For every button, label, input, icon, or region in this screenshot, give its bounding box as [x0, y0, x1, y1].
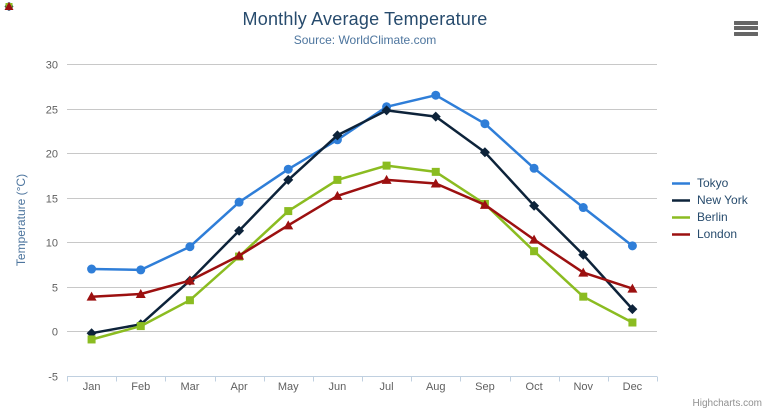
y-axis-label: 10: [46, 238, 58, 250]
legend-symbol-diamond-icon: [672, 199, 690, 202]
y-axis-label: 20: [46, 149, 58, 161]
data-point-new-york-apr: [234, 225, 245, 236]
data-point-tokyo-sep: [480, 119, 490, 129]
data-point-new-york-aug: [430, 111, 441, 122]
data-point-tokyo-may: [283, 164, 293, 174]
legend-item-london[interactable]: London: [672, 226, 748, 243]
data-point-tokyo-dec: [627, 241, 637, 251]
y-axis-label: 30: [46, 60, 58, 72]
x-axis-label: May: [278, 381, 299, 393]
legend-item-new-york[interactable]: New York: [672, 192, 748, 209]
data-point-berlin-dec: [628, 318, 637, 327]
data-point-london-mar: [184, 275, 195, 285]
data-point-london-dec: [627, 283, 638, 293]
data-point-berlin-nov: [579, 292, 588, 301]
y-axis-label: -5: [48, 372, 58, 384]
y-axis-label: 5: [52, 283, 58, 295]
data-point-new-york-oct: [529, 200, 540, 211]
legend-item-label: Tokyo: [697, 176, 729, 190]
data-point-london-jun: [332, 190, 343, 200]
legend-symbol-circle-icon: [672, 182, 690, 185]
series-line-london: [90, 178, 634, 298]
data-point-london-jul: [381, 174, 392, 184]
y-axis-label: 25: [46, 105, 58, 117]
legend-symbol-square-icon: [672, 216, 690, 219]
x-axis-label: Jun: [329, 381, 347, 393]
x-axis-label: Dec: [623, 381, 643, 393]
legend-item-berlin[interactable]: Berlin: [672, 209, 748, 226]
x-axis-label: Jan: [83, 381, 101, 393]
data-point-tokyo-feb: [136, 265, 146, 275]
data-point-new-york-dec: [627, 304, 638, 315]
data-point-berlin-jul: [382, 161, 391, 170]
x-axis-label: Mar: [180, 381, 199, 393]
x-axis-label: Oct: [526, 381, 543, 393]
data-point-berlin-may: [284, 207, 293, 216]
y-axis-label: 0: [52, 327, 58, 339]
data-point-berlin-oct: [530, 247, 539, 256]
data-point-berlin-feb: [136, 322, 145, 331]
series-line-tokyo: [90, 93, 634, 272]
data-point-london-oct: [529, 234, 540, 244]
legend-item-label: Berlin: [697, 210, 728, 224]
data-point-london-feb: [135, 288, 146, 298]
data-point-london-nov: [578, 267, 589, 277]
data-point-london-aug: [430, 178, 441, 188]
data-point-new-york-jul: [381, 105, 392, 116]
legend-item-label: New York: [697, 193, 748, 207]
data-point-berlin-aug: [431, 167, 440, 176]
legend-marker-london: [4, 2, 14, 10]
x-axis-label: Aug: [426, 381, 446, 393]
data-point-tokyo-aug: [431, 90, 441, 100]
data-point-tokyo-mar: [185, 242, 195, 252]
x-axis-label: Jul: [380, 381, 394, 393]
x-axis-label: Apr: [231, 381, 248, 393]
data-point-berlin-jan: [87, 335, 96, 344]
data-point-berlin-jun: [333, 175, 342, 184]
data-point-london-sep: [479, 199, 490, 209]
chart-title: Monthly Average Temperature: [242, 9, 488, 29]
x-axis-label: Sep: [475, 381, 495, 393]
legend-symbol-triangle-icon: [672, 233, 690, 236]
data-point-london-jan: [86, 291, 97, 301]
credits-link[interactable]: Highcharts.com: [692, 398, 762, 409]
data-point-tokyo-jan: [87, 264, 97, 274]
series-line-berlin: [90, 164, 634, 341]
data-point-tokyo-oct: [529, 163, 539, 173]
data-point-tokyo-apr: [234, 197, 244, 207]
legend: Tokyo New York Berlin London: [672, 175, 748, 243]
data-point-london-apr: [234, 250, 245, 260]
y-axis-label: 15: [46, 194, 58, 206]
data-point-new-york-sep: [479, 147, 490, 158]
x-axis-label: Feb: [131, 381, 150, 393]
data-point-new-york-may: [283, 174, 294, 185]
y-axis-title: Temperature (°C): [14, 174, 28, 266]
legend-item-label: London: [697, 227, 738, 241]
legend-item-tokyo[interactable]: Tokyo: [672, 175, 748, 192]
data-point-london-may: [283, 220, 294, 230]
x-axis-label: Nov: [573, 381, 593, 393]
data-point-tokyo-nov: [578, 203, 588, 213]
hamburger-icon: [734, 20, 758, 36]
series-line-new-york: [90, 109, 634, 335]
chart-subtitle: Source: WorldClimate.com: [293, 33, 437, 47]
chart-context-menu-button[interactable]: [733, 18, 759, 40]
data-point-new-york-jun: [332, 130, 343, 141]
data-point-berlin-mar: [185, 296, 194, 305]
data-point-new-york-nov: [578, 249, 589, 260]
